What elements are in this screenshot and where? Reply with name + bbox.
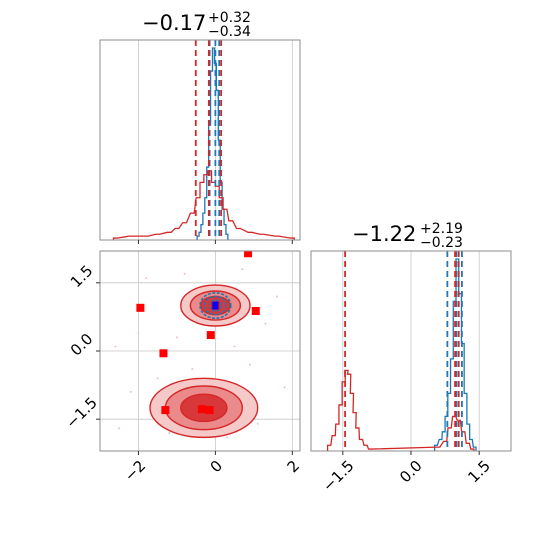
blue-density-contour [208,299,222,312]
scatter-sample-point [156,377,159,380]
scatter-sample-point [175,336,178,339]
scatter-content [114,251,286,439]
scatter-sample-point [256,422,259,425]
scatter-sample-point [114,345,117,348]
hist-y-x-ticklabel: −1.5 [319,457,357,495]
hist-y-title: −1.22 [352,222,416,246]
scatter-sample-point [145,277,148,280]
scatter-sample-point [275,295,278,298]
scatter-sample-point [225,436,228,439]
scatter-sample-point [249,363,251,366]
blue-square-marker [212,301,219,310]
red-square-marker [206,331,215,340]
blue-density-contour [199,292,232,320]
scatter-y-ticklabel: 1.5 [67,262,97,292]
scatter-sample-point [168,431,171,434]
scatter-sample-point [129,390,132,393]
scatter-sample-point [241,268,244,271]
hist-x-title-sub: −0.34 [208,24,251,40]
hist-y-title-sub: −0.23 [420,235,463,251]
scatter-sample-point [137,331,140,334]
hist-y-title-sup: +2.19 [420,221,463,237]
hist-x-quantile-lines [194,40,223,240]
red-square-marker [251,307,260,315]
panel-2d-contour: −2 0 2 1.5 0.0 −1.5 [62,250,303,485]
hist-y-series-red [326,369,475,451]
scatter-x-ticklabel: −2 [121,457,149,485]
red-square-marker [136,303,145,312]
hist-x-title-main: −0.17 [142,11,206,35]
hist-y-title-main: −1.22 [352,222,416,246]
scatter-y-ticklabel: 0.0 [67,330,97,360]
hist-x-title-sup: +0.32 [208,10,251,26]
hist-x-frame [99,39,301,241]
scatter-sample-point [183,272,186,275]
panel-histogram-y: −1.5 0.0 1.5 −1.22 +2.19 −0.23 [310,221,512,495]
hist-y-series-blue [433,258,477,451]
scatter-sample-point [233,345,236,348]
hist-x-series-blue [196,47,229,240]
hist-x-series [112,47,295,240]
hist-y-x-ticklabel: 1.5 [464,457,494,487]
red-square-marker [205,406,214,415]
panel-histogram-x: −0.17 +0.32 −0.34 [99,10,301,244]
scatter-sample-point [191,368,194,371]
hist-y-x-ticklabel: 0.0 [396,457,426,487]
scatter-sample-point [264,322,267,325]
scatter-ticks: −2 0 2 1.5 0.0 −1.5 [62,262,303,485]
hist-y-series [326,258,477,451]
red-square-marker [161,406,170,415]
red-square-marker [159,349,168,358]
hist-y-quantile-lines [344,251,463,451]
scatter-x-ticklabel: 2 [284,457,303,476]
scatter-sample-point [283,386,286,389]
red-square-marker [244,251,253,258]
hist-x-title: −0.17 [142,11,206,35]
hist-x-ticks [137,240,293,244]
red-square-marker [197,405,206,414]
scatter-sample-point [118,427,121,430]
hist-x-series-red [112,170,295,240]
blue-density-contour [203,295,227,316]
scatter-x-ticklabel: 0 [207,457,226,476]
hist-y-ticks: −1.5 0.0 1.5 [319,451,494,495]
hist-y-gridlines [342,251,480,451]
scatter-y-ticklabel: −1.5 [62,394,100,432]
